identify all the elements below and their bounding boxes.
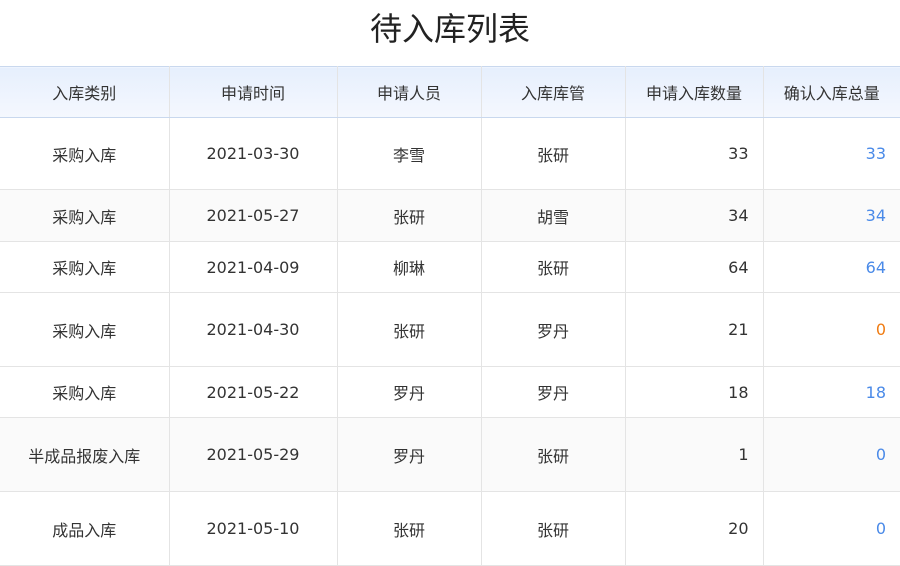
- column-header-applicant[interactable]: 申请人员: [336, 66, 482, 118]
- cell-keeper: 胡雪: [480, 189, 626, 242]
- table-row[interactable]: 采购入库 2021-04-30 张研 罗丹 21 0: [0, 292, 900, 367]
- cell-requested: 18: [624, 366, 764, 418]
- cell-keeper: 张研: [480, 417, 626, 492]
- cell-date: 2021-04-09: [168, 241, 338, 293]
- cell-keeper: 张研: [480, 241, 626, 293]
- cell-applicant: 李雪: [336, 117, 482, 190]
- cell-confirmed: 34: [762, 189, 900, 242]
- table-row[interactable]: 成品入库 2021-05-10 张研 张研 20 0: [0, 491, 900, 566]
- column-header-requested[interactable]: 申请入库数量: [624, 66, 764, 118]
- cell-confirmed: 64: [762, 241, 900, 293]
- cell-date: 2021-04-30: [168, 292, 338, 367]
- cell-applicant: 罗丹: [336, 417, 482, 492]
- cell-date: 2021-05-29: [168, 417, 338, 492]
- cell-applicant: 张研: [336, 189, 482, 242]
- cell-type: 采购入库: [0, 241, 170, 293]
- cell-confirmed: 0: [762, 417, 900, 492]
- cell-confirmed: 0: [762, 292, 900, 367]
- column-header-type[interactable]: 入库类别: [0, 66, 170, 118]
- cell-type: 采购入库: [0, 189, 170, 242]
- page-title: 待入库列表: [369, 10, 530, 48]
- cell-date: 2021-05-27: [168, 189, 338, 242]
- cell-keeper: 张研: [480, 117, 626, 190]
- cell-requested: 64: [624, 241, 764, 293]
- column-header-date[interactable]: 申请时间: [168, 66, 338, 118]
- cell-requested: 1: [624, 417, 764, 492]
- cell-type: 采购入库: [0, 366, 170, 418]
- cell-date: 2021-05-22: [168, 366, 338, 418]
- cell-requested: 34: [624, 189, 764, 242]
- cell-type: 成品入库: [0, 491, 170, 566]
- cell-date: 2021-05-10: [168, 491, 338, 566]
- cell-applicant: 张研: [336, 292, 482, 367]
- table-row[interactable]: 采购入库 2021-05-22 罗丹 罗丹 18 18: [0, 366, 900, 418]
- cell-keeper: 张研: [480, 491, 626, 566]
- cell-keeper: 罗丹: [480, 292, 626, 367]
- cell-confirmed: 18: [762, 366, 900, 418]
- cell-requested: 20: [624, 491, 764, 566]
- column-header-confirmed[interactable]: 确认入库总量: [762, 66, 900, 118]
- table-header-row: 入库类别 申请时间 申请人员 入库库管 申请入库数量 确认入库总量: [0, 66, 900, 118]
- table-row[interactable]: 采购入库 2021-05-27 张研 胡雪 34 34: [0, 189, 900, 242]
- cell-confirmed: 33: [762, 117, 900, 190]
- cell-applicant: 罗丹: [336, 366, 482, 418]
- cell-keeper: 罗丹: [480, 366, 626, 418]
- table-row[interactable]: 半成品报废入库 2021-05-29 罗丹 张研 1 0: [0, 417, 900, 492]
- cell-requested: 33: [624, 117, 764, 190]
- cell-type: 采购入库: [0, 292, 170, 367]
- table-row[interactable]: 采购入库 2021-04-09 柳琳 张研 64 64: [0, 241, 900, 293]
- pending-inbound-table: 入库类别 申请时间 申请人员 入库库管 申请入库数量 确认入库总量 采购入库 20…: [0, 66, 900, 566]
- cell-date: 2021-03-30: [168, 117, 338, 190]
- cell-requested: 21: [624, 292, 764, 367]
- cell-applicant: 张研: [336, 491, 482, 566]
- cell-confirmed: 0: [762, 491, 900, 566]
- cell-type: 半成品报废入库: [0, 417, 170, 492]
- cell-applicant: 柳琳: [336, 241, 482, 293]
- cell-type: 采购入库: [0, 117, 170, 190]
- column-header-keeper[interactable]: 入库库管: [480, 66, 626, 118]
- table-row[interactable]: 采购入库 2021-03-30 李雪 张研 33 33: [0, 117, 900, 190]
